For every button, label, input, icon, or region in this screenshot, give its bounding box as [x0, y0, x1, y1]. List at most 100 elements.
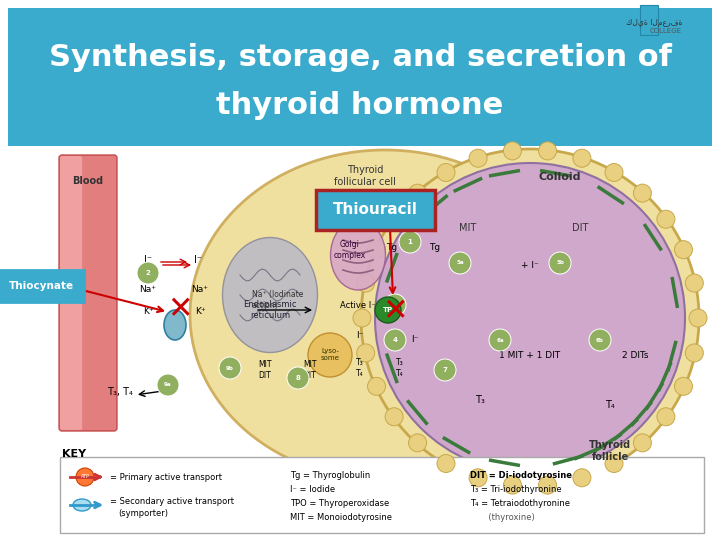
Text: = Primary active transport: = Primary active transport: [110, 472, 222, 482]
Text: = Secondary active transport: = Secondary active transport: [110, 496, 234, 505]
Text: Na⁺ (Iodinate
action): Na⁺ (Iodinate action): [252, 291, 303, 310]
Circle shape: [384, 294, 406, 316]
Text: T₃
T₄: T₃ T₄: [396, 359, 404, 377]
Text: ✕: ✕: [382, 298, 408, 327]
Text: I⁻: I⁻: [356, 330, 364, 340]
Text: 9a: 9a: [164, 382, 172, 388]
Text: ATP: ATP: [81, 475, 89, 480]
Circle shape: [157, 374, 179, 396]
Circle shape: [605, 455, 623, 472]
Text: T₃, T₄: T₃, T₄: [107, 387, 133, 397]
Text: TPO = Thyroperoxidase: TPO = Thyroperoxidase: [290, 498, 390, 508]
Circle shape: [573, 149, 591, 167]
Text: 7: 7: [443, 367, 447, 373]
Circle shape: [367, 241, 385, 259]
Circle shape: [437, 455, 455, 472]
Text: + I⁻: + I⁻: [521, 260, 539, 269]
Circle shape: [356, 274, 374, 292]
Text: ✕: ✕: [167, 295, 193, 325]
Circle shape: [385, 210, 403, 228]
Circle shape: [503, 476, 521, 494]
Text: thyroid hormone: thyroid hormone: [217, 91, 503, 119]
Circle shape: [489, 329, 511, 351]
Text: T₃
T₄: T₃ T₄: [356, 359, 364, 377]
Text: TP: TP: [383, 307, 393, 313]
Circle shape: [356, 344, 374, 362]
Circle shape: [449, 252, 471, 274]
Circle shape: [503, 142, 521, 160]
Text: Thyroid
follicular cell: Thyroid follicular cell: [334, 165, 396, 187]
Circle shape: [675, 241, 693, 259]
Text: DIT = Di-iodotyrosine: DIT = Di-iodotyrosine: [470, 470, 572, 480]
Ellipse shape: [164, 310, 186, 340]
Text: K⁺: K⁺: [143, 307, 153, 316]
Text: Endoplasmic
reticulum: Endoplasmic reticulum: [243, 300, 297, 320]
Text: T₄: T₄: [605, 400, 615, 410]
Circle shape: [589, 329, 611, 351]
Text: K⁺: K⁺: [194, 307, 205, 316]
Circle shape: [657, 210, 675, 228]
Text: Synthesis, storage, and secretion of: Synthesis, storage, and secretion of: [48, 44, 672, 72]
Text: T₃ = Tri-iodothyronine: T₃ = Tri-iodothyronine: [470, 484, 562, 494]
Text: Colloid: Colloid: [539, 172, 581, 182]
Text: 6a: 6a: [496, 338, 504, 342]
FancyBboxPatch shape: [640, 5, 658, 35]
Circle shape: [437, 164, 455, 181]
Circle shape: [539, 476, 557, 494]
Text: I⁻ = Iodide: I⁻ = Iodide: [290, 484, 335, 494]
Ellipse shape: [330, 220, 385, 290]
Circle shape: [353, 309, 371, 327]
Text: Tg: Tg: [429, 242, 441, 252]
FancyBboxPatch shape: [60, 156, 82, 430]
Circle shape: [375, 163, 685, 473]
Text: Na⁺: Na⁺: [140, 286, 156, 294]
Text: MIT = Monoiodotyrosine: MIT = Monoiodotyrosine: [290, 512, 392, 522]
Text: MIT
DIT: MIT DIT: [303, 360, 317, 380]
FancyBboxPatch shape: [8, 8, 712, 146]
Text: (symporter): (symporter): [118, 510, 168, 518]
Text: KEY: KEY: [62, 449, 86, 459]
Circle shape: [361, 149, 699, 487]
Circle shape: [634, 434, 652, 452]
Circle shape: [685, 274, 703, 292]
Circle shape: [408, 434, 426, 452]
Circle shape: [287, 367, 309, 389]
Ellipse shape: [73, 499, 91, 511]
Circle shape: [657, 408, 675, 426]
FancyBboxPatch shape: [59, 155, 117, 431]
Text: 5b: 5b: [556, 260, 564, 266]
Text: T₃: T₃: [475, 395, 485, 405]
Text: MIT: MIT: [459, 223, 477, 233]
Text: (thyroxine): (thyroxine): [470, 512, 535, 522]
FancyBboxPatch shape: [0, 270, 84, 302]
Circle shape: [689, 309, 707, 327]
Circle shape: [76, 468, 94, 486]
Text: 5a: 5a: [456, 260, 464, 266]
Text: 1 MIT + 1 DIT: 1 MIT + 1 DIT: [500, 350, 561, 360]
Text: I⁻: I⁻: [144, 255, 152, 265]
Text: 9b: 9b: [226, 366, 234, 370]
Circle shape: [219, 357, 241, 379]
Text: Na⁺: Na⁺: [192, 286, 209, 294]
Text: I⁻: I⁻: [411, 335, 419, 345]
Circle shape: [539, 142, 557, 160]
FancyBboxPatch shape: [316, 190, 435, 230]
Text: Tg: Tg: [387, 242, 397, 252]
Text: Blood: Blood: [73, 176, 104, 186]
Text: Thiocynate: Thiocynate: [9, 281, 73, 291]
Circle shape: [399, 231, 421, 253]
Ellipse shape: [222, 238, 318, 353]
Circle shape: [605, 164, 623, 181]
Text: Active I⁻: Active I⁻: [340, 300, 376, 309]
Ellipse shape: [190, 150, 580, 480]
Circle shape: [469, 469, 487, 487]
Circle shape: [137, 262, 159, 284]
Text: Golgi
complex: Golgi complex: [334, 240, 366, 260]
Circle shape: [408, 184, 426, 202]
Text: MIT
DIT: MIT DIT: [258, 360, 271, 380]
Text: 2: 2: [145, 270, 150, 276]
Text: Tg = Thyroglobulin: Tg = Thyroglobulin: [290, 470, 370, 480]
Text: I⁻: I⁻: [194, 255, 202, 265]
Circle shape: [469, 149, 487, 167]
Text: Lyso-
some: Lyso- some: [320, 348, 339, 361]
